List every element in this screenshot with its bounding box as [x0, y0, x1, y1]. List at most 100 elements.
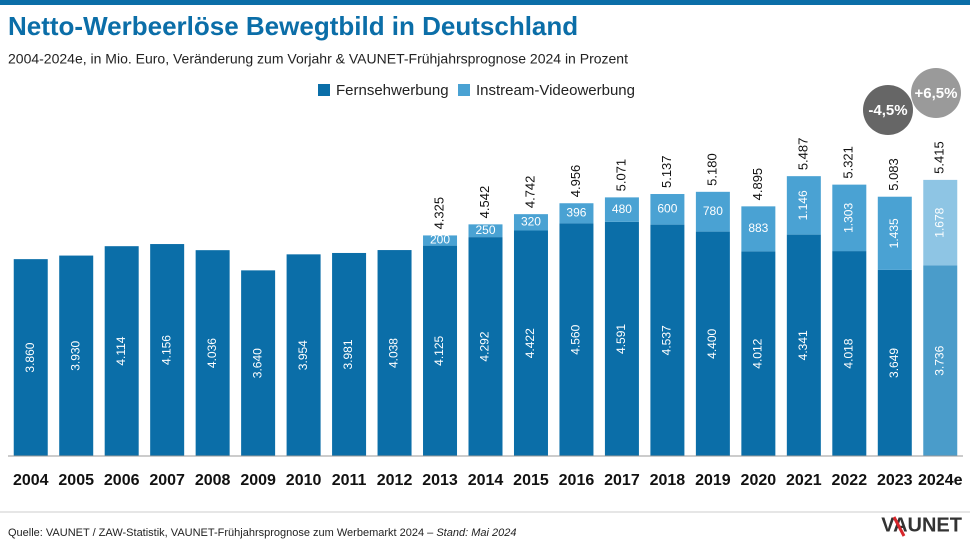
value-label: 4.537 — [660, 325, 674, 355]
bar-segment — [695, 191, 730, 232]
x-tick-label: 2018 — [650, 472, 686, 489]
bar-segment — [468, 224, 503, 238]
total-label: 4.956 — [568, 165, 583, 198]
x-tick-label: 2015 — [513, 472, 549, 489]
x-tick-label: 2005 — [58, 472, 94, 489]
total-label: 5.083 — [886, 158, 901, 191]
total-label: 4.542 — [477, 186, 492, 219]
value-label: 3.954 — [296, 340, 310, 370]
value-label: 4.038 — [387, 338, 401, 368]
bar-segment — [150, 244, 185, 456]
value-label: 200 — [430, 233, 450, 247]
legend-swatch — [318, 84, 330, 96]
bar-segment — [604, 221, 639, 456]
bar-segment — [832, 251, 867, 456]
annotation-circle — [911, 68, 961, 118]
value-label: 3.930 — [68, 340, 82, 370]
chart-subtitle: 2004-2024e, in Mio. Euro, Veränderung zu… — [8, 51, 628, 67]
x-tick-label: 2017 — [604, 472, 640, 489]
legend-swatch — [458, 84, 470, 96]
total-label: 5.321 — [841, 146, 856, 179]
value-label: 4.125 — [432, 335, 446, 365]
value-label: 4.036 — [205, 338, 219, 368]
x-tick-label: 2022 — [832, 472, 868, 489]
bar-segment — [241, 270, 276, 456]
value-label: 600 — [657, 201, 677, 215]
value-label: 4.591 — [614, 324, 628, 354]
bar-segment — [513, 230, 548, 456]
bar-segment — [650, 224, 685, 456]
source-date: Stand: Mai 2024 — [436, 527, 516, 539]
total-label: 5.071 — [613, 159, 628, 192]
total-label: 5.487 — [795, 138, 810, 171]
value-label: 250 — [475, 223, 495, 237]
bar-segment — [650, 194, 685, 225]
bar-segment — [104, 246, 139, 456]
value-label: 480 — [612, 202, 632, 216]
value-label: 1.146 — [796, 190, 810, 220]
annotation-circle — [863, 85, 913, 135]
bar-segment — [923, 179, 958, 266]
bar-segment — [695, 231, 730, 456]
value-label: 4.156 — [159, 335, 173, 365]
bar-segment — [604, 197, 639, 222]
value-label: 4.560 — [569, 324, 583, 354]
bar-segment — [741, 206, 776, 252]
value-label: 3.981 — [341, 339, 355, 369]
bar-segment — [13, 259, 48, 456]
value-label: 3.640 — [250, 348, 264, 378]
bar-segment — [923, 265, 958, 456]
x-tick-label: 2014 — [468, 472, 504, 489]
logo-accent — [892, 516, 906, 537]
total-label: 4.742 — [522, 176, 537, 209]
bar-segment — [423, 245, 458, 456]
total-label: 4.325 — [431, 197, 446, 230]
bar-segment — [786, 176, 821, 235]
top-stripe — [0, 0, 970, 5]
bar-segment — [877, 196, 912, 270]
value-label: 780 — [703, 204, 723, 218]
bar-segment — [59, 255, 94, 456]
value-label: 1.435 — [887, 218, 901, 248]
x-tick-label: 2020 — [741, 472, 777, 489]
bar-segment — [877, 269, 912, 456]
annotation: +6,5% — [915, 85, 958, 102]
x-tick-label: 2004 — [13, 472, 49, 489]
value-label: 3.736 — [932, 345, 946, 375]
x-tick-label: 2006 — [104, 472, 140, 489]
x-tick-label: 2024e — [918, 472, 963, 489]
value-label: 3.860 — [23, 342, 37, 372]
annotation: -4,5% — [868, 102, 907, 119]
bar-segment — [423, 235, 458, 246]
x-tick-label: 2008 — [195, 472, 231, 489]
value-label: 4.012 — [751, 338, 765, 368]
bar-segment — [286, 254, 321, 456]
value-label: 396 — [566, 206, 586, 220]
x-tick-label: 2011 — [332, 472, 367, 489]
x-tick-label: 2019 — [695, 472, 731, 489]
value-label: 3.649 — [887, 348, 901, 378]
total-label: 5.180 — [704, 153, 719, 186]
value-label: 4.018 — [841, 338, 855, 368]
bar-segment — [741, 251, 776, 456]
total-label: 4.895 — [750, 168, 765, 201]
x-tick-label: 2009 — [240, 472, 276, 489]
value-label: 4.341 — [796, 330, 810, 360]
x-tick-label: 2023 — [877, 472, 913, 489]
bar-segment — [513, 214, 548, 231]
x-tick-label: 2010 — [286, 472, 322, 489]
x-tick-label: 2021 — [786, 472, 822, 489]
bar-segment — [559, 223, 594, 456]
legend-label: Fernsehwerbung — [336, 82, 449, 99]
bar-segment — [786, 234, 821, 456]
value-label: 4.422 — [523, 328, 537, 358]
x-tick-label: 2012 — [377, 472, 413, 489]
source-text: Quelle: VAUNET / ZAW-Statistik, VAUNET-F… — [8, 527, 436, 539]
x-tick-label: 2007 — [149, 472, 185, 489]
value-label: 320 — [521, 214, 541, 228]
value-label: 1.303 — [841, 203, 855, 233]
bar-segment — [377, 250, 412, 456]
x-tick-label: 2013 — [422, 472, 458, 489]
bar-segment — [832, 184, 867, 252]
